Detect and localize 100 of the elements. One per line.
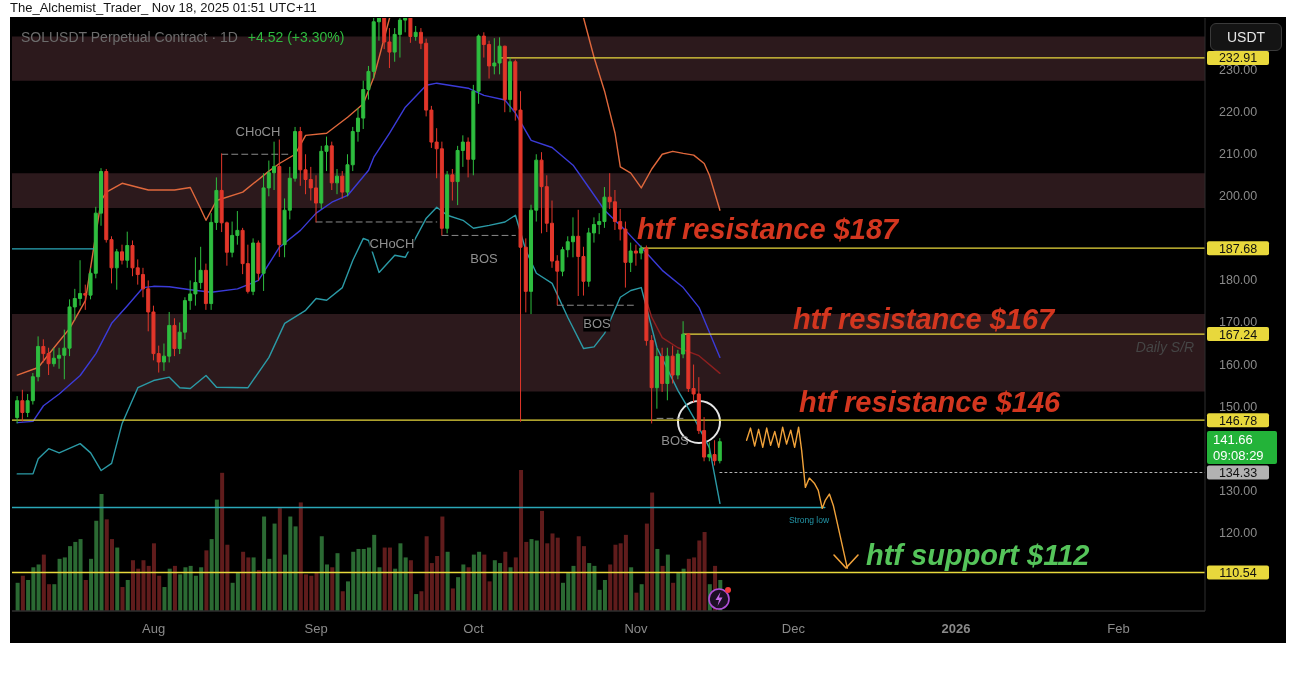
bar: [534, 540, 539, 611]
annotation: BOS: [661, 432, 689, 449]
bar: [665, 554, 670, 611]
bar: [655, 548, 660, 611]
candlestick: [20, 389, 25, 422]
x-tick-label: Dec: [781, 620, 806, 636]
x-tick-label: Feb: [1107, 620, 1130, 636]
bar: [330, 567, 335, 611]
bar: [671, 582, 676, 611]
y-tick-label: 230.00: [1219, 63, 1258, 78]
bar: [508, 567, 513, 611]
data-label: 167.24: [1218, 327, 1258, 342]
bar: [414, 594, 419, 611]
candlestick: [445, 170, 450, 234]
bar: [445, 551, 450, 611]
candlestick: [408, 18, 413, 44]
bar: [314, 572, 319, 611]
x-tick-label: 2026: [941, 620, 971, 636]
x-tick-label: Oct: [463, 620, 484, 636]
annotation: htf resistance $167: [793, 303, 1055, 337]
bar: [214, 499, 219, 611]
unit-button: USDT: [1210, 23, 1282, 51]
bar: [602, 579, 607, 611]
bar: [623, 534, 628, 611]
candlestick: [251, 237, 256, 296]
bar: [587, 563, 592, 611]
bar: [277, 508, 282, 611]
bar: [36, 564, 41, 611]
candlestick: [172, 317, 177, 357]
bar: [262, 516, 267, 611]
candlestick: [660, 347, 665, 393]
bar: [241, 551, 246, 611]
bar: [52, 584, 57, 611]
candlestick: [654, 347, 659, 410]
candlestick: [717, 437, 722, 464]
candlestick: [502, 45, 507, 113]
bar: [83, 579, 88, 611]
bar: [235, 572, 240, 611]
candlestick: [639, 245, 644, 260]
bar: [120, 587, 125, 611]
annotation: +4.52 (+3.30%): [247, 29, 345, 45]
x-tick-label: Nov: [624, 620, 649, 636]
bar: [408, 560, 413, 611]
bar: [387, 547, 392, 611]
bar: [15, 582, 20, 611]
bar: [162, 587, 167, 611]
candlestick: [670, 345, 675, 384]
candlestick: [277, 139, 282, 258]
x-tick-label: Aug: [142, 620, 166, 636]
y-tick-label: 130.00: [1219, 483, 1258, 498]
y-tick-label: 200.00: [1219, 189, 1258, 204]
candlestick: [665, 347, 670, 401]
data-label: 110.54: [1219, 566, 1257, 581]
y-tick-label: 150.00: [1219, 399, 1258, 414]
bar: [272, 523, 277, 611]
annotation: htf support $112: [866, 539, 1090, 573]
candlestick: [83, 284, 88, 311]
bar: [20, 575, 25, 611]
annotation: Strong low: [788, 515, 830, 526]
candlestick: [628, 242, 633, 273]
candlestick: [508, 57, 513, 113]
bar: [256, 570, 261, 611]
candlestick: [466, 136, 471, 178]
bar: [251, 557, 256, 611]
bar: [503, 551, 508, 611]
bar: [555, 537, 560, 611]
bar: [78, 539, 83, 611]
candlestick: [633, 244, 638, 267]
bar: [482, 554, 487, 611]
bar: [639, 584, 644, 611]
bar: [702, 532, 707, 611]
candlestick: [450, 168, 455, 202]
bar: [293, 526, 298, 611]
bar: [466, 567, 471, 611]
bar: [487, 581, 492, 611]
annotation: htf resistance $187: [637, 213, 899, 247]
bar: [340, 591, 345, 611]
bar: [335, 553, 340, 611]
bar: [172, 565, 177, 611]
data-label: 187.68: [1218, 241, 1258, 256]
bar: [629, 567, 634, 611]
data-label: 146.78: [1218, 413, 1258, 428]
annotation: CHoCH: [369, 235, 415, 252]
candlestick: [329, 141, 334, 191]
annotation: BOS: [583, 315, 611, 332]
bar: [99, 493, 104, 611]
bar: [634, 592, 639, 611]
y-tick-label: 220.00: [1219, 105, 1258, 120]
y-tick-label: 170.00: [1219, 315, 1258, 330]
bar: [681, 568, 686, 611]
candlestick: [413, 25, 418, 42]
data-label: 134.33: [1218, 466, 1258, 481]
line-series: [745, 426, 849, 569]
bar: [115, 547, 120, 611]
y-tick-label: 120.00: [1219, 525, 1258, 540]
bar: [167, 568, 172, 611]
chart-subtitle: The_Alchemist_Trader_ Nov 18, 2025 01:51 UTC+11: [10, 0, 317, 15]
price-tag: 141.66 09:08:29: [1207, 431, 1277, 464]
candlestick: [114, 248, 119, 291]
text: SOLUSDT Perpetual Contract · 1D: [21, 29, 238, 45]
